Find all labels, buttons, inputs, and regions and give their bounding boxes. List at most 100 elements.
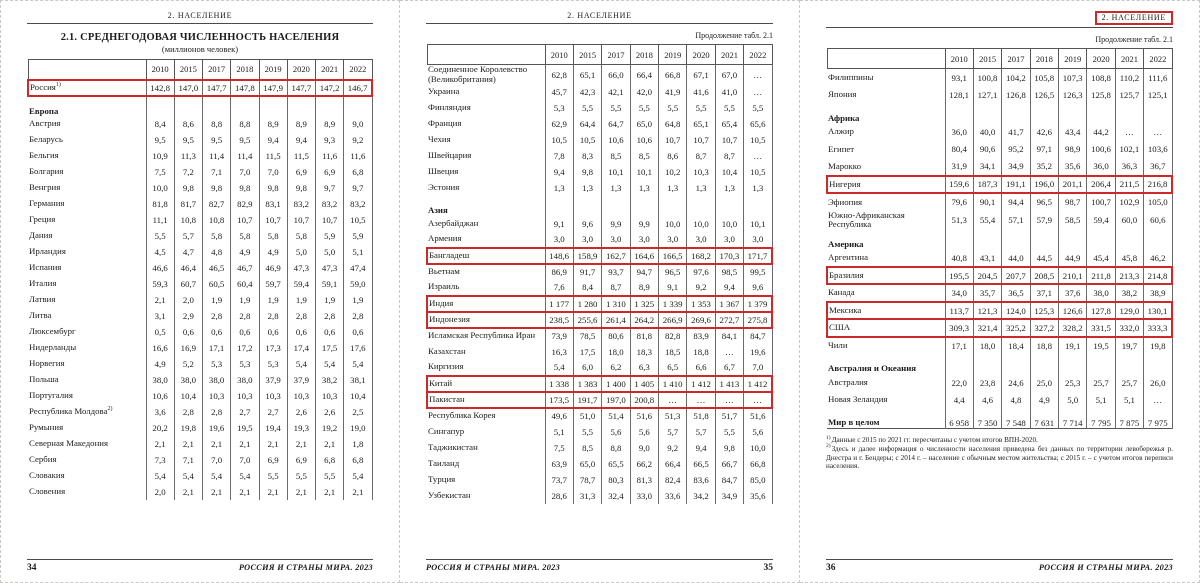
population-value: 3,0 xyxy=(572,231,602,248)
country-row: Мексика 113,7 121,3 124,0 125,3 126,6 127,8 129… xyxy=(826,300,1174,321)
population-value: 102,1 xyxy=(1114,140,1144,159)
population-value: 10,0 xyxy=(145,180,175,197)
population-value: 19,2 xyxy=(314,420,344,437)
population-value: 97,1 xyxy=(1029,140,1059,159)
country-name: Исламская Республика Иран xyxy=(428,330,536,341)
population-value: 41,7 xyxy=(1001,123,1031,141)
population-value: 100,6 xyxy=(1086,140,1116,159)
country-name: Греция xyxy=(29,214,56,225)
population-value: 158,9 xyxy=(572,246,602,265)
population-value: 9,8 xyxy=(173,180,203,197)
population-value: 1,3 xyxy=(601,180,631,197)
population-value: 6,0 xyxy=(572,359,602,376)
population-table-page-35: 2010 2015 2017 2018 2019 2020 2021 2022 Соединен… xyxy=(426,44,774,504)
region-section-row: Европа xyxy=(28,95,373,117)
population-value: 91,7 xyxy=(572,263,602,280)
population-value: … xyxy=(743,148,773,165)
population-value: 171,7 xyxy=(743,246,774,265)
population-value: 2,8 xyxy=(230,308,259,325)
population-value xyxy=(1057,103,1087,124)
population-value: … xyxy=(1143,123,1173,141)
population-value: 35,6 xyxy=(743,487,773,504)
population-value: 10,0 xyxy=(714,215,744,232)
population-value: 10,7 xyxy=(230,212,259,229)
population-value: 19,5 xyxy=(230,420,259,437)
page-footer: 36 РОССИЯ И СТРАНЫ МИРА. 2023 xyxy=(826,559,1173,573)
population-value: 164,6 xyxy=(629,246,659,265)
population-value: 8,8 xyxy=(201,116,231,133)
population-value xyxy=(1143,103,1173,124)
population-value: 6,9 xyxy=(286,452,316,469)
population-value: 2,1 xyxy=(201,484,231,501)
population-value: 1 383 xyxy=(572,374,602,393)
year-column-header: 2015 xyxy=(173,59,204,80)
country-row: Узбекистан 28,6 31,3 32,4 33,0 33,6 34,2 34,9 35… xyxy=(427,487,773,504)
population-value: 2,1 xyxy=(201,436,231,453)
population-value: 100,8 xyxy=(972,68,1002,86)
population-value: 34,1 xyxy=(972,158,1002,176)
population-value: 10,7 xyxy=(258,212,288,229)
population-value: 147,0 xyxy=(173,78,203,97)
population-value: 1 339 xyxy=(657,294,687,313)
country-name: Болгария xyxy=(29,166,64,177)
population-value: 196,0 xyxy=(1029,174,1059,195)
population-value: 10,2 xyxy=(657,164,687,181)
country-row: Филиппины 93,1 100,8 104,2 105,8 107,3 108,8 11… xyxy=(827,68,1173,86)
country-name: Нигерия xyxy=(826,174,945,195)
country-name: Беларусь xyxy=(29,134,63,145)
population-value: 43,1 xyxy=(972,249,1002,267)
population-value: 7,0 xyxy=(230,452,259,469)
population-value: 4,9 xyxy=(230,244,259,261)
population-value: 104,2 xyxy=(1001,68,1031,86)
population-value: 5,2 xyxy=(173,356,203,373)
population-value xyxy=(1001,354,1031,374)
country-row: Республика Корея 49,6 51,0 51,4 51,6 51,3 51,8… xyxy=(427,407,773,424)
year-header-row: 2010 2015 2017 2018 2019 2020 2021 2022 xyxy=(426,44,773,65)
population-value: 121,3 xyxy=(972,300,1002,321)
country-name: Испания xyxy=(29,262,62,273)
population-value: 5,5 xyxy=(657,100,687,117)
population-value: 162,7 xyxy=(601,246,631,265)
population-value: 37,1 xyxy=(1029,284,1059,302)
population-value: 9,6 xyxy=(743,279,773,296)
country-row: Литва 3,1 2,9 2,8 2,8 2,8 2,8 2,8 2,8 xyxy=(28,308,373,325)
population-value: 110,2 xyxy=(1114,68,1144,86)
population-value: 321,4 xyxy=(972,318,1002,338)
year-column-header: 2015 xyxy=(572,44,603,65)
footnote-reference: 1) xyxy=(55,81,61,88)
population-value: 66,4 xyxy=(629,64,659,85)
page-footer: 34 РОССИЯ И СТРАНЫ МИРА. 2023 xyxy=(27,559,373,573)
footnotes: 1)Данные с 2015 по 2021 гг. пересчитаны … xyxy=(826,434,1173,471)
population-value: 44,2 xyxy=(1086,123,1116,141)
country-column-header xyxy=(27,59,147,80)
population-value: 2,1 xyxy=(173,484,203,501)
population-value: 10,3 xyxy=(286,388,316,405)
population-value: 9,8 xyxy=(572,164,602,181)
population-value: 25,7 xyxy=(1086,373,1116,392)
population-value: 95,2 xyxy=(1001,140,1031,159)
population-value: 128,1 xyxy=(944,86,974,104)
country-row: Китай 1 338 1 383 1 400 1 405 1 410 1 412 1 413… xyxy=(426,374,774,393)
population-value: 82,8 xyxy=(657,327,687,344)
population-value: 94,4 xyxy=(1001,193,1031,211)
population-value: 9,0 xyxy=(629,439,659,456)
population-value: 82,7 xyxy=(201,196,231,213)
population-value: 124,0 xyxy=(1001,300,1031,321)
population-value: 23,8 xyxy=(972,373,1002,392)
population-value: 51,8 xyxy=(686,407,716,424)
population-value: 146,7 xyxy=(343,78,374,97)
population-value: 79,6 xyxy=(944,193,974,211)
country-name: Вьетнам xyxy=(428,266,460,277)
region-section-row: Америка xyxy=(827,229,1173,250)
country-name: Бразилия xyxy=(826,265,945,286)
population-value: 147,8 xyxy=(230,78,259,97)
population-value: 11,4 xyxy=(230,148,259,165)
population-value: 37,9 xyxy=(258,372,288,389)
population-value xyxy=(1143,354,1173,374)
population-value: 309,3 xyxy=(944,318,974,338)
country-name: Филиппины xyxy=(828,71,874,82)
population-value: 9,4 xyxy=(258,132,288,149)
population-value: 5,5 xyxy=(145,228,175,245)
population-value xyxy=(629,196,659,216)
population-value: 3,0 xyxy=(686,231,716,248)
